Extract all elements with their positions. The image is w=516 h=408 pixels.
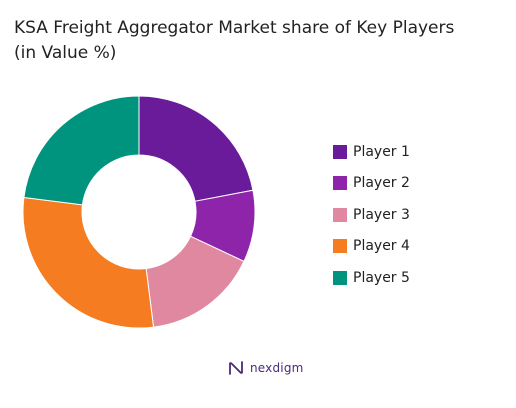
watermark-logo: nexdigm xyxy=(228,360,304,376)
legend-item-player-3: Player 3 xyxy=(333,199,410,231)
legend-item-player-1: Player 1 xyxy=(333,136,410,168)
legend-swatch xyxy=(333,239,347,254)
legend-label: Player 4 xyxy=(353,238,410,255)
chart-title-line2: (in Value %) xyxy=(14,43,117,63)
legend-item-player-5: Player 5 xyxy=(333,262,410,294)
chart-legend: Player 1 Player 2 Player 3 Player 4 Player 5 xyxy=(333,136,410,294)
legend-label: Player 3 xyxy=(353,206,410,223)
donut-slice-player-5 xyxy=(23,95,140,206)
chart-title-line1: KSA Freight Aggregator Market share of K… xyxy=(14,18,455,38)
legend-swatch xyxy=(333,270,347,285)
watermark-text: nexdigm xyxy=(250,361,304,375)
legend-label: Player 5 xyxy=(353,269,410,286)
legend-item-player-2: Player 2 xyxy=(333,168,410,200)
legend-swatch xyxy=(333,207,347,222)
donut-slice-player-1 xyxy=(138,95,254,202)
legend-item-player-4: Player 4 xyxy=(333,231,410,263)
legend-swatch xyxy=(333,176,347,191)
chart-title: KSA Freight Aggregator Market share of K… xyxy=(14,16,504,66)
legend-label: Player 2 xyxy=(353,175,410,192)
legend-label: Player 1 xyxy=(353,143,410,160)
nexdigm-logo-icon xyxy=(229,361,243,375)
legend-swatch xyxy=(333,144,347,159)
donut-slice-player-4 xyxy=(22,196,155,329)
